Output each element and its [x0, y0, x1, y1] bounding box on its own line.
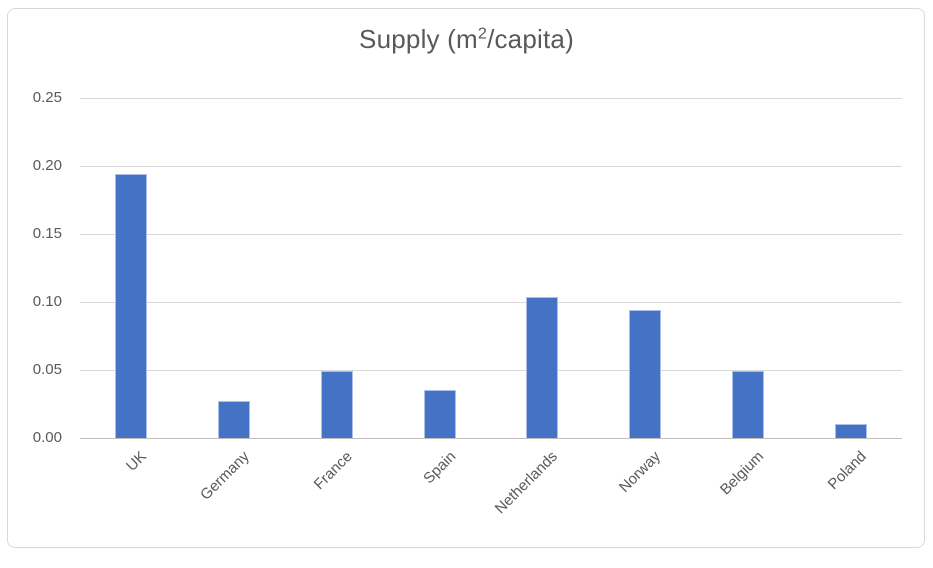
chart-title-prefix: Supply (m — [359, 24, 478, 54]
y-axis-tick-label-0.00: 0.00 — [32, 429, 62, 446]
chart-title-superscript: 2 — [477, 24, 488, 43]
y-axis-tick-label-0.25: 0.25 — [32, 89, 62, 106]
y-axis-tick-label-0.20: 0.20 — [32, 157, 62, 174]
bar-netherlands — [526, 297, 558, 438]
bar-uk — [115, 174, 147, 438]
y-axis-tick-label-0.05: 0.05 — [32, 361, 62, 378]
y-gridline-0.05 — [80, 370, 902, 371]
bar-belgium — [732, 371, 764, 438]
y-axis-tick-label-0.10: 0.10 — [32, 293, 62, 310]
y-gridline-0.15 — [80, 234, 902, 235]
x-axis-line — [80, 438, 902, 439]
bar-spain — [424, 390, 456, 438]
y-gridline-0.20 — [80, 166, 902, 167]
chart-title: Supply (m2/capita) — [0, 24, 933, 55]
y-gridline-0.25 — [80, 98, 902, 99]
bar-germany — [218, 401, 250, 438]
bar-norway — [629, 310, 661, 438]
chart-title-suffix: /capita) — [487, 24, 574, 54]
y-axis-tick-label-0.15: 0.15 — [32, 225, 62, 242]
bar-poland — [835, 424, 867, 438]
y-gridline-0.10 — [80, 302, 902, 303]
bar-france — [321, 371, 353, 438]
